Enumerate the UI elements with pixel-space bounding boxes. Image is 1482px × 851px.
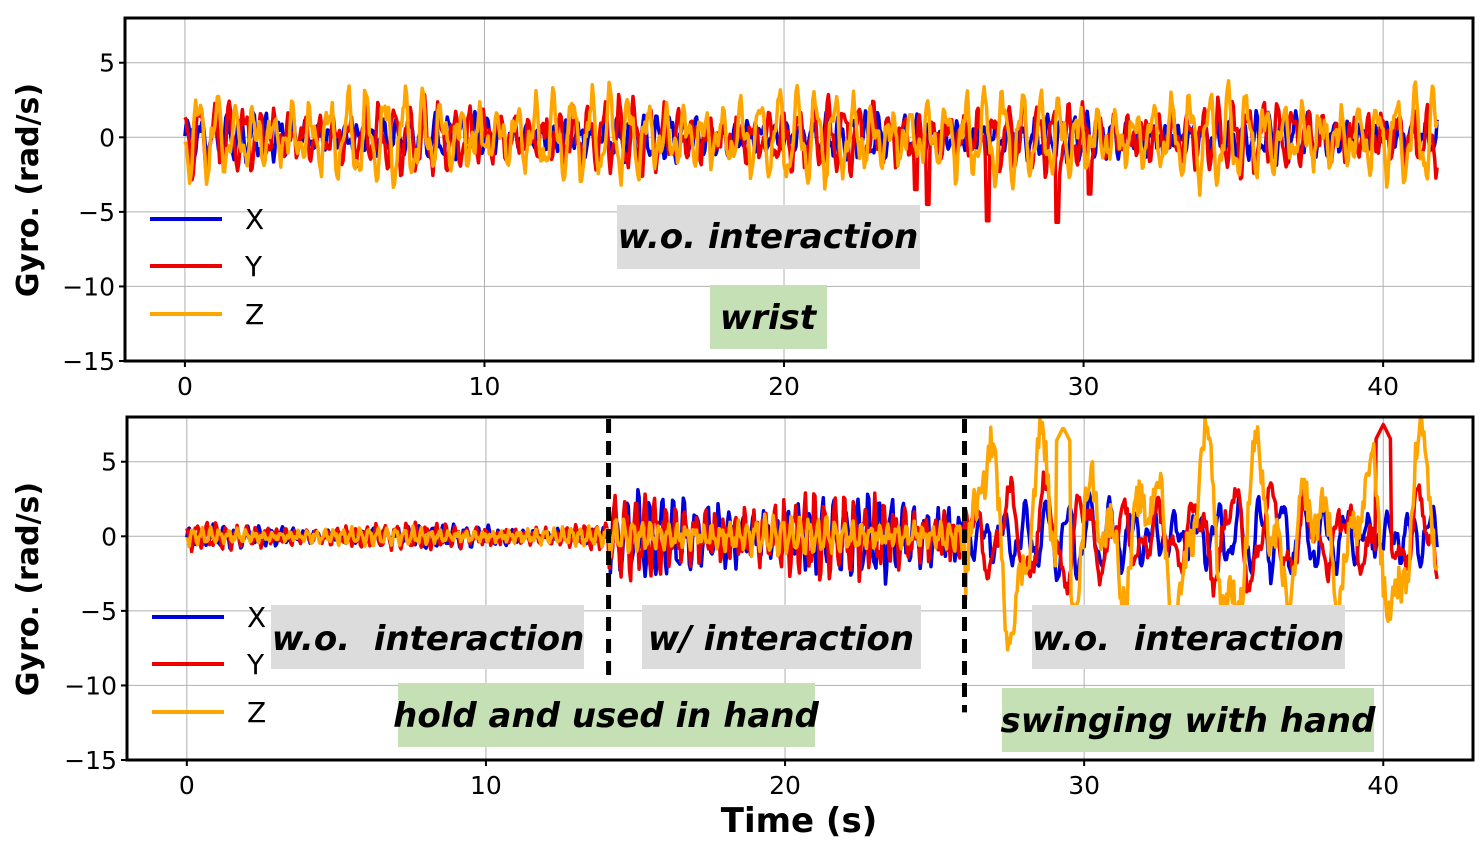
top-ytick-label-0: 0 [99, 123, 115, 152]
bottom-ytick-label-5: 5 [101, 448, 117, 477]
top-plot-frame [123, 16, 1475, 363]
bottom-series-z-line [185, 415, 1439, 652]
bottom-legend-z-label: Z [247, 696, 266, 729]
bottom-xtick-label-0: 0 [179, 771, 195, 800]
bottom-annotation-gray-box-3 [1032, 605, 1345, 669]
top-annotation-wo-interaction: w.o. interaction [618, 217, 919, 257]
bottom-legend: X Y Z [152, 601, 266, 729]
top-legend-z-label: Z [245, 298, 264, 331]
bottom-legend-x-label: X [247, 601, 266, 634]
bottom-ytick-label--5: −5 [80, 597, 117, 626]
bottom-legend-y-label: Y [246, 648, 265, 681]
top-series-lines [183, 79, 1439, 225]
top-series-z-line [183, 79, 1439, 197]
top-ytick-label-5: 5 [99, 49, 115, 78]
bottom-segment-dividers [606, 419, 968, 713]
top-xtick-label-30: 30 [1068, 372, 1100, 401]
bottom-series-lines [185, 415, 1439, 652]
top-annotation-gray-box [617, 205, 920, 269]
bottom-annotation-green-box-2 [1002, 688, 1374, 752]
bottom-plot-frame [125, 415, 1475, 762]
top-ytick-label--5: −5 [78, 198, 115, 227]
top-xtick-label-20: 20 [768, 372, 800, 401]
top-legend-y-label: Y [244, 250, 263, 283]
bottom-ytick-label--10: −10 [64, 671, 117, 700]
top-annotation-wrist: wrist [720, 298, 818, 338]
bottom-annotation-wo-interaction-1: w.o. interaction [272, 619, 585, 659]
bottom-annotation-w-interaction: w/ interaction [648, 619, 914, 659]
bottom-xtick-label-20: 20 [769, 771, 801, 800]
bottom-y-axis-label: Gyro. (rad/s) [11, 482, 46, 696]
top-xtick-label-10: 10 [469, 372, 501, 401]
bottom-annotation-swinging-with-hand: swinging with hand [1001, 701, 1377, 741]
top-legend-x-label: X [245, 203, 264, 236]
x-axis-label: Time (s) [721, 801, 878, 841]
bottom-annotation-gray-box-2 [642, 605, 921, 669]
bottom-annotation-green-box-1 [398, 683, 815, 747]
top-annotation-green-box [710, 285, 827, 349]
bottom-annotation-wo-interaction-2: w.o. interaction [1032, 619, 1345, 659]
top-legend: X Y Z [150, 203, 264, 331]
top-xtick-label-0: 0 [177, 372, 193, 401]
bottom-ytick-label-0: 0 [101, 522, 117, 551]
bottom-xtick-label-30: 30 [1068, 771, 1100, 800]
bottom-xtick-label-10: 10 [470, 771, 502, 800]
top-ytick-label--10: −10 [62, 272, 115, 301]
top-y-axis-label: Gyro. (rad/s) [11, 83, 46, 297]
bottom-xtick-label-40: 40 [1367, 771, 1399, 800]
top-ytick-label--15: −15 [62, 347, 115, 376]
bottom-annotation-hold-used-in-hand: hold and used in hand [393, 696, 819, 736]
bottom-ytick-label--15: −15 [64, 746, 117, 775]
bottom-annotation-gray-box-1 [271, 605, 584, 669]
top-xtick-label-40: 40 [1367, 372, 1399, 401]
